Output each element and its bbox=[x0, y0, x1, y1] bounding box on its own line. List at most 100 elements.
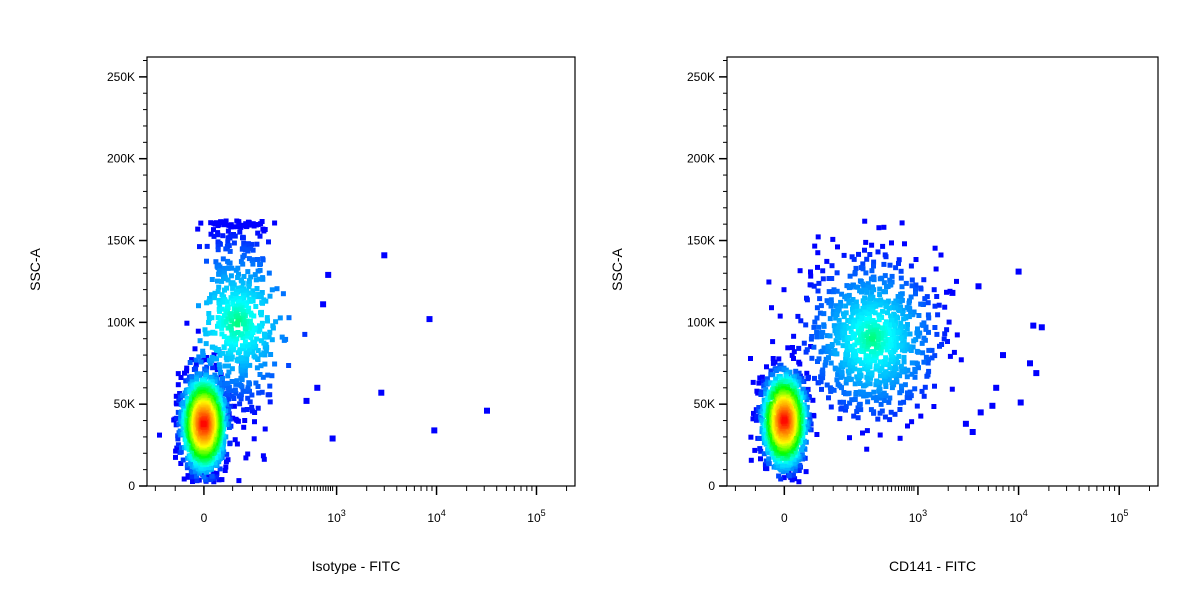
event-dot bbox=[750, 416, 756, 422]
event-dot bbox=[758, 448, 764, 454]
event-dot bbox=[880, 325, 885, 331]
event-dot bbox=[194, 473, 200, 479]
event-dot bbox=[787, 460, 793, 465]
event-dot bbox=[773, 376, 779, 382]
event-dot bbox=[242, 339, 248, 345]
event-dot bbox=[816, 356, 822, 362]
event-dot bbox=[814, 315, 820, 321]
event-dot bbox=[923, 354, 929, 360]
event-dot bbox=[815, 264, 820, 270]
event-dot bbox=[904, 395, 910, 400]
event-dot bbox=[249, 241, 255, 247]
event-dot bbox=[246, 281, 252, 287]
event-dot bbox=[203, 469, 209, 475]
event-dot bbox=[263, 348, 269, 354]
event-dot bbox=[247, 298, 253, 304]
event-dot bbox=[847, 336, 853, 341]
event-dot bbox=[245, 248, 251, 254]
event-dot bbox=[776, 473, 782, 479]
event-dot bbox=[782, 417, 788, 423]
event-dot bbox=[228, 388, 234, 394]
event-dot bbox=[869, 301, 875, 307]
event-dot bbox=[826, 300, 832, 306]
event-dot bbox=[811, 413, 817, 419]
event-dot bbox=[201, 465, 207, 471]
event-dot bbox=[261, 456, 267, 462]
event-dot bbox=[851, 413, 857, 419]
event-dot bbox=[248, 274, 254, 280]
event-dot bbox=[240, 308, 246, 314]
event-dot bbox=[820, 348, 825, 354]
event-dot bbox=[875, 416, 881, 422]
event-dot bbox=[193, 366, 198, 372]
event-dot bbox=[755, 390, 761, 396]
event-dot bbox=[235, 285, 241, 291]
event-dot bbox=[873, 298, 879, 304]
event-dot bbox=[258, 221, 264, 227]
event-dot bbox=[255, 257, 260, 262]
y-tick-label: 150K bbox=[107, 234, 135, 248]
event-dot bbox=[854, 308, 860, 314]
event-dot bbox=[224, 422, 230, 427]
x-tick-label: 105 bbox=[1110, 508, 1128, 525]
y-axis-title: SSC-A bbox=[609, 247, 625, 290]
event-dot bbox=[855, 415, 861, 421]
event-dot bbox=[268, 352, 274, 357]
event-dot bbox=[240, 261, 246, 267]
event-dot bbox=[857, 389, 863, 395]
plot-panel-1: 0 50K 100K 150K 200K 250K 0 103 104 105 Isotype - … bbox=[27, 56, 576, 574]
event-dot bbox=[856, 315, 862, 320]
event-dot bbox=[908, 294, 914, 300]
event-dot bbox=[206, 465, 211, 470]
event-dot bbox=[238, 392, 244, 398]
event-dot bbox=[226, 425, 232, 430]
event-dot bbox=[286, 363, 292, 368]
event-dot bbox=[922, 384, 928, 390]
event-dot bbox=[266, 239, 271, 245]
event-dot bbox=[225, 265, 231, 271]
event-dot bbox=[821, 323, 827, 329]
event-dot bbox=[915, 326, 920, 332]
event-dot bbox=[808, 336, 814, 342]
event-dot bbox=[233, 291, 239, 297]
event-dot bbox=[218, 369, 223, 375]
event-dot bbox=[224, 451, 230, 457]
event-dot bbox=[818, 303, 824, 309]
event-dot bbox=[221, 334, 227, 340]
event-dot bbox=[225, 350, 231, 356]
event-dot bbox=[203, 368, 209, 374]
event-dot bbox=[244, 407, 250, 412]
event-dot bbox=[258, 310, 263, 316]
event-dot bbox=[913, 360, 919, 366]
event-dot bbox=[789, 352, 795, 358]
event-dot bbox=[259, 300, 265, 306]
event-dot bbox=[869, 319, 875, 325]
event-dot bbox=[768, 368, 774, 374]
event-dot bbox=[905, 423, 910, 429]
event-dot bbox=[873, 363, 879, 369]
outlier-dot bbox=[1015, 268, 1022, 275]
event-dot bbox=[772, 383, 778, 389]
event-dot bbox=[764, 466, 770, 472]
event-dot bbox=[870, 395, 876, 401]
event-dot bbox=[246, 305, 252, 311]
event-dot bbox=[857, 401, 863, 407]
event-dot bbox=[212, 372, 218, 378]
event-dot bbox=[255, 384, 261, 389]
event-dot bbox=[891, 300, 897, 306]
event-dot bbox=[856, 251, 861, 257]
event-dot bbox=[904, 326, 910, 332]
event-dot bbox=[866, 336, 871, 342]
event-dots bbox=[748, 218, 1045, 485]
event-dot bbox=[785, 345, 791, 351]
event-dot bbox=[850, 297, 856, 302]
y-axis: 0 50K 100K 150K 200K 250K bbox=[687, 60, 727, 493]
event-dot bbox=[796, 370, 802, 376]
event-dot bbox=[243, 455, 249, 461]
event-dot bbox=[824, 333, 830, 339]
event-dot bbox=[216, 457, 221, 463]
event-dot bbox=[221, 270, 227, 276]
event-dot bbox=[896, 261, 901, 266]
event-dot bbox=[877, 302, 883, 308]
event-dot bbox=[254, 365, 260, 371]
